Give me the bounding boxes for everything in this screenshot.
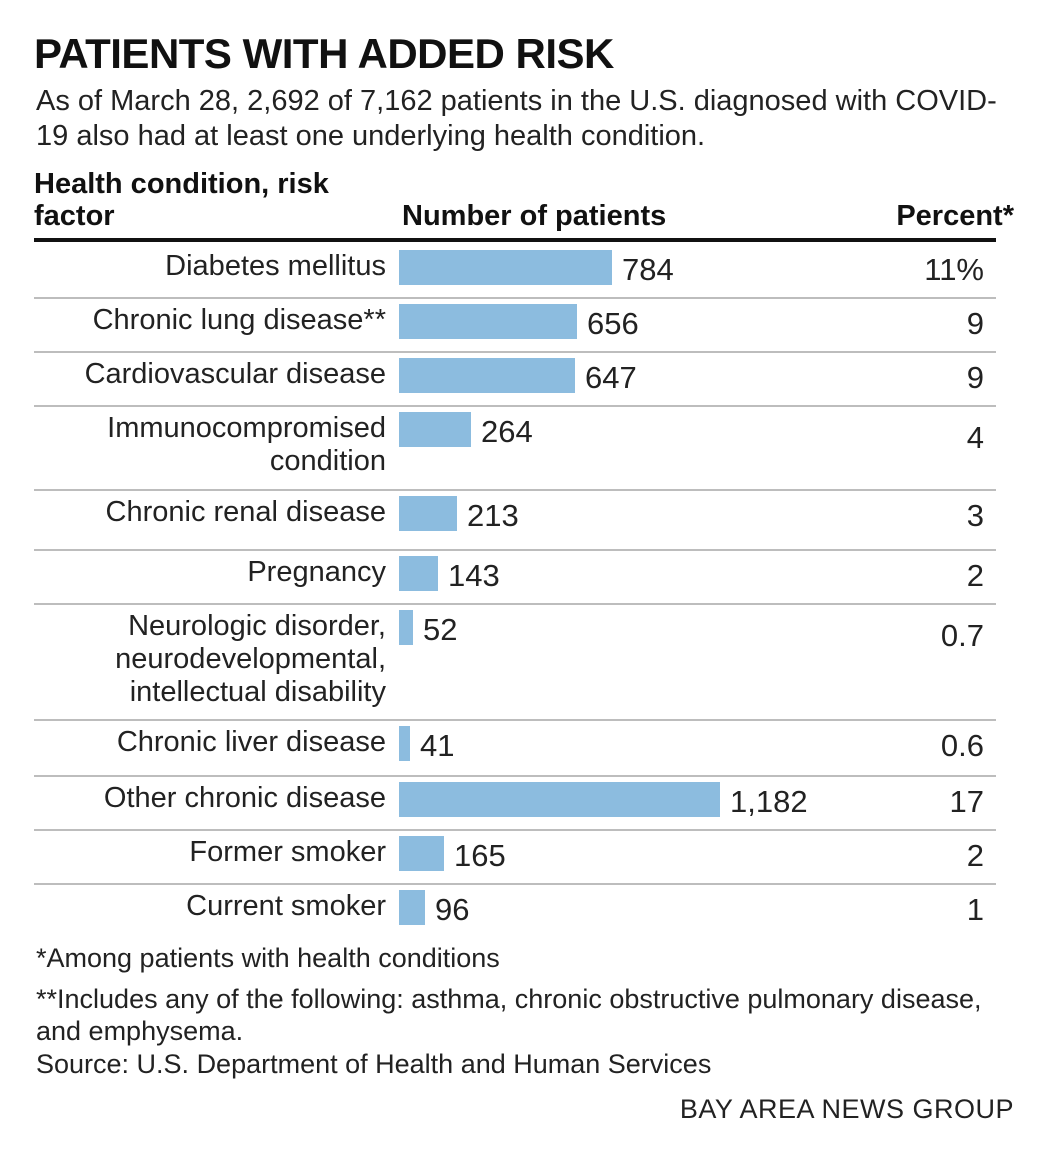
credit-line: BAY AREA NEWS GROUP <box>679 1094 1014 1124</box>
bar <box>399 556 438 591</box>
bar <box>399 890 425 925</box>
percent-label: 9 <box>966 360 984 395</box>
value-label: 647 <box>585 360 637 395</box>
percent-label: 0.6 <box>940 728 984 763</box>
row-label: Chronic lung disease** <box>92 304 386 336</box>
value-label: 96 <box>435 892 470 927</box>
row-label: Current smoker <box>186 890 386 922</box>
bar <box>399 304 577 339</box>
value-label: 784 <box>622 252 674 287</box>
percent-label: 0.7 <box>940 618 984 653</box>
row-label: Chronic renal disease <box>105 496 386 528</box>
row-divider <box>34 405 996 407</box>
percent-label: 4 <box>966 420 984 455</box>
row-label: Cardiovascular disease <box>84 358 386 390</box>
value-label: 1,182 <box>730 784 808 819</box>
value-label: 52 <box>423 612 458 647</box>
row-divider <box>34 297 996 299</box>
row-label: Former smoker <box>189 836 386 868</box>
row-label: Diabetes mellitus <box>165 250 386 282</box>
footnote-lung: **Includes any of the following: asthma,… <box>36 984 982 1046</box>
row-label: Other chronic disease <box>103 782 386 814</box>
footnote-percent: *Among patients with health conditions <box>36 943 500 973</box>
bar <box>399 836 444 871</box>
value-label: 143 <box>448 558 500 593</box>
percent-label: 11% <box>924 252 984 287</box>
row-label: Pregnancy <box>247 556 386 588</box>
chart-subtitle: As of March 28, 2,692 of 7,162 patients … <box>36 85 997 152</box>
row-label: Chronic liver disease <box>116 726 386 758</box>
bar <box>399 610 413 645</box>
row-divider <box>34 883 996 885</box>
percent-label: 2 <box>966 558 984 593</box>
chart-title: PATIENTS WITH ADDED RISK <box>34 30 614 77</box>
bar <box>399 782 720 817</box>
header-rule <box>34 238 996 242</box>
bar <box>399 412 471 447</box>
percent-label: 17 <box>949 784 984 819</box>
header-number: Number of patients <box>402 200 667 232</box>
row-divider <box>34 549 996 551</box>
value-label: 213 <box>467 498 519 533</box>
bar <box>399 496 457 531</box>
row-divider <box>34 603 996 605</box>
bar <box>399 726 410 761</box>
row-label: Neurologic disorder, neurodevelopmental,… <box>115 610 386 708</box>
value-label: 264 <box>481 414 533 449</box>
percent-label: 1 <box>966 892 984 927</box>
header-condition: Health condition, risk factor <box>34 168 329 232</box>
bar <box>399 358 575 393</box>
row-divider <box>34 351 996 353</box>
row-divider <box>34 775 996 777</box>
row-divider <box>34 719 996 721</box>
row-divider <box>34 829 996 831</box>
percent-label: 9 <box>966 306 984 341</box>
bar <box>399 250 612 285</box>
value-label: 656 <box>587 306 639 341</box>
header-percent: Percent* <box>896 200 1014 232</box>
percent-label: 2 <box>966 838 984 873</box>
value-label: 165 <box>454 838 506 873</box>
source-note: Source: U.S. Department of Health and Hu… <box>36 1049 712 1079</box>
percent-label: 3 <box>966 498 984 533</box>
row-divider <box>34 489 996 491</box>
row-label: Immunocompromised condition <box>107 412 386 477</box>
value-label: 41 <box>420 728 455 763</box>
